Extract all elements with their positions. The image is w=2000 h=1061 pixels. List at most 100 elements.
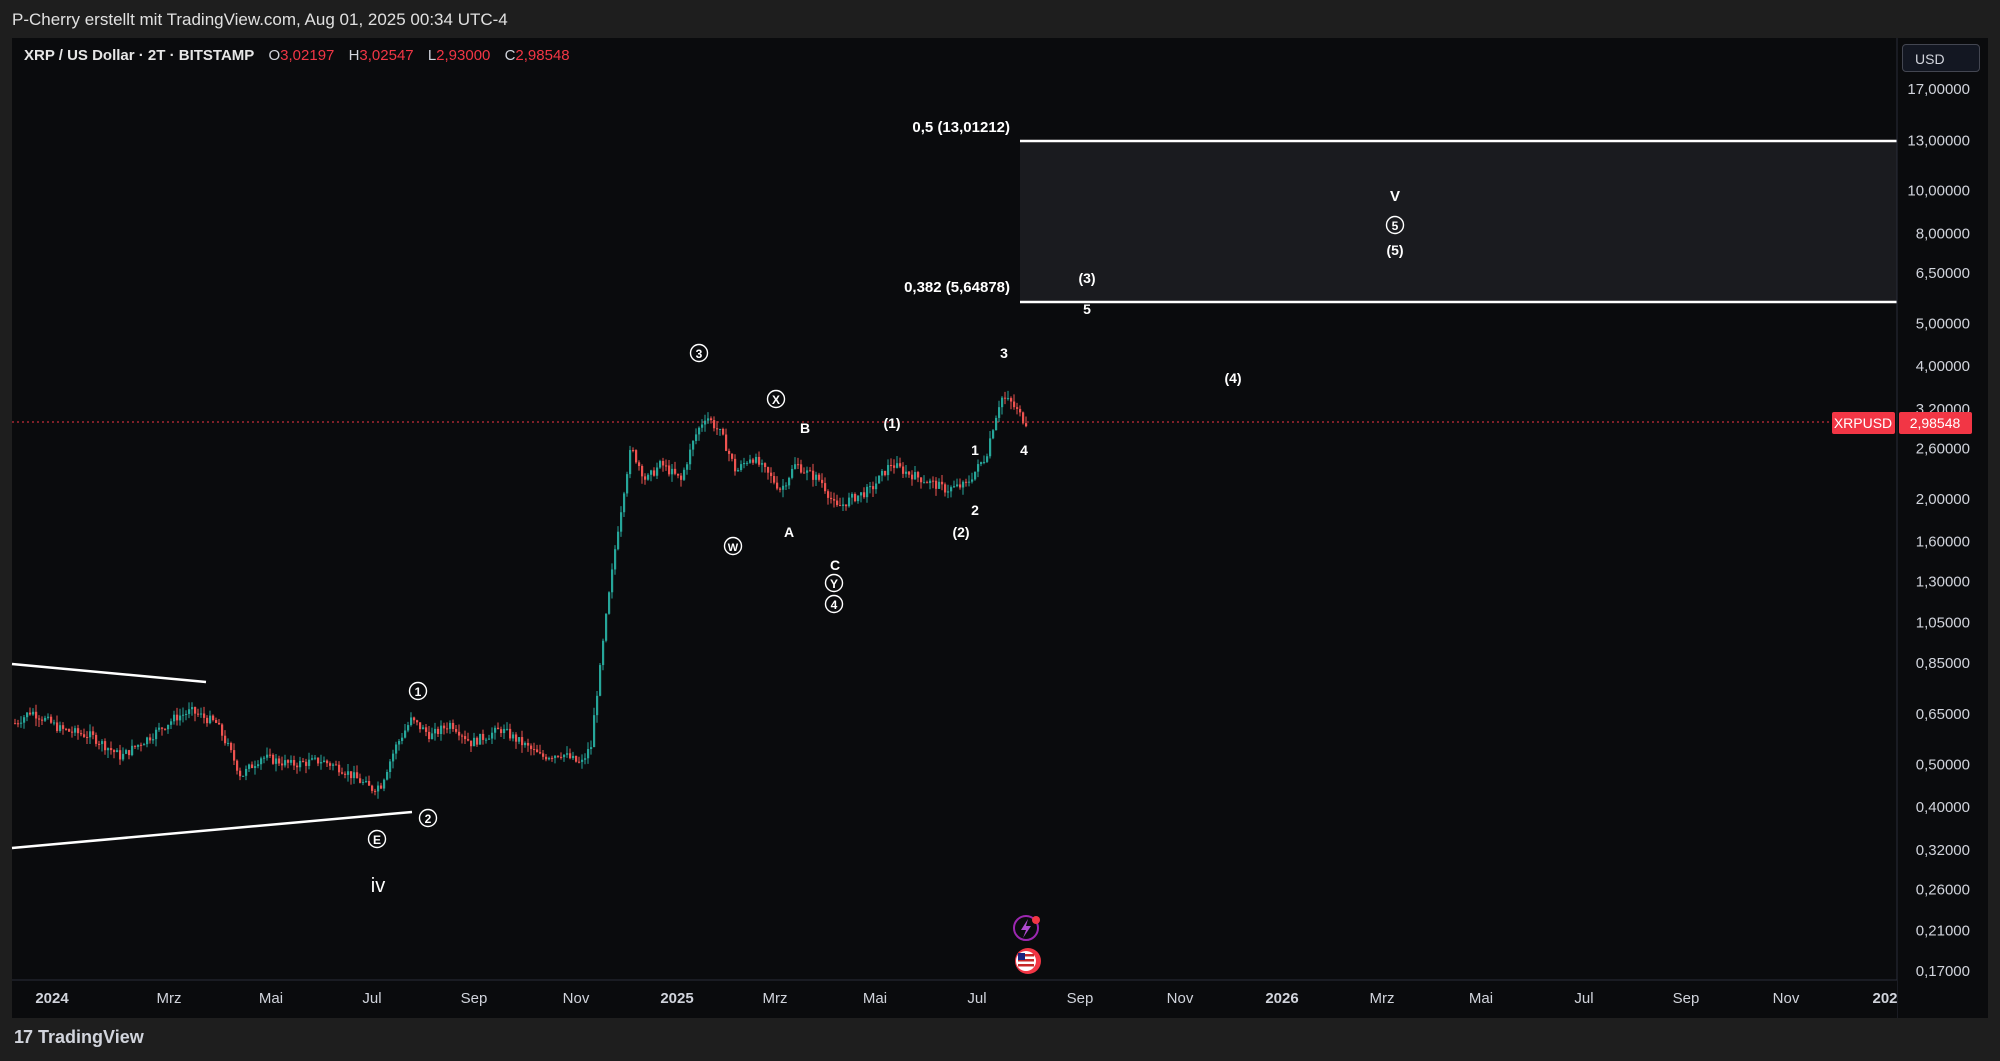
time-tick-label: Mrz (763, 990, 788, 1007)
symbol-price-tag[interactable]: XRPUSD (1832, 412, 1895, 434)
price-tick-label: 1,30000 (1916, 573, 1970, 590)
candle-body (269, 754, 272, 756)
candle-body (152, 739, 155, 741)
candle-body (515, 734, 518, 742)
wave-label-E[interactable]: E (367, 829, 387, 849)
candle-body (491, 732, 494, 739)
candle-body (584, 758, 587, 760)
candle-body (305, 761, 308, 766)
candle-body (770, 472, 773, 477)
event-flash-icon[interactable] (1013, 915, 1040, 941)
price-tick-label: 1,60000 (1916, 534, 1970, 551)
candle-body (596, 695, 599, 716)
candle-body (218, 722, 221, 725)
high-value: 3,02547 (359, 47, 414, 64)
current-price-tag[interactable]: 2,98548 (1899, 412, 1972, 434)
symbol-legend[interactable]: XRP / US Dollar · 2T · BITSTAMP O3,02197… (24, 47, 570, 64)
candle-body (872, 486, 875, 490)
candle-body (737, 470, 740, 472)
candle-body (749, 459, 752, 463)
candle-body (110, 748, 113, 751)
candle-body (275, 758, 278, 764)
candle-body (527, 742, 530, 746)
candle-body (731, 453, 734, 459)
wave-label-circled-5[interactable]: 5 (1385, 215, 1405, 235)
candle-body (893, 465, 896, 468)
candle-body (449, 722, 452, 729)
candle-body (395, 744, 398, 754)
candle-body (365, 781, 368, 783)
tradingview-brand[interactable]: 17 TradingView (14, 1027, 144, 1048)
candle-body (539, 752, 542, 754)
candle-body (470, 740, 473, 747)
candle-body (896, 463, 899, 468)
candle-body (428, 731, 431, 739)
candle-body (371, 785, 374, 791)
candle-body (818, 474, 821, 480)
candle-body (416, 720, 419, 723)
candle-body (623, 493, 626, 513)
trendline-lower[interactable] (11, 810, 413, 850)
candle-body (497, 727, 500, 730)
candle-body (677, 473, 680, 476)
price-axis[interactable] (1897, 38, 1988, 1018)
fib-label-0382: 0,382 (5,64878) (904, 279, 1010, 296)
candle-body (503, 728, 506, 734)
svg-text:E: E (373, 833, 381, 847)
candle-body (545, 756, 548, 760)
candle-body (452, 722, 455, 729)
candle-body (755, 456, 758, 463)
candle-body (692, 440, 695, 450)
candle-body (725, 434, 728, 451)
price-tick-label: 0,17000 (1916, 963, 1970, 980)
wave-label-X[interactable]: X (766, 389, 786, 409)
close-label: C (504, 47, 516, 64)
candle-body (620, 512, 623, 532)
candle-body (695, 434, 698, 441)
candle-body (254, 766, 257, 769)
candle-body (647, 474, 650, 480)
candle-body (797, 464, 800, 466)
candle-body (779, 488, 782, 490)
open-label: O (268, 47, 281, 64)
candle-body (89, 731, 92, 738)
svg-text:4: 4 (831, 598, 838, 612)
candle-body (1013, 401, 1016, 408)
fib-zone[interactable] (1020, 141, 1897, 302)
time-axis[interactable] (12, 980, 1897, 1018)
candle-body (56, 722, 59, 731)
candle-body (965, 481, 968, 483)
wave-label-W[interactable]: W (723, 536, 743, 556)
wave-label-circled-4[interactable]: 4 (824, 594, 844, 614)
candle-body (485, 739, 488, 741)
candle-body (869, 486, 872, 488)
candle-body (401, 737, 404, 741)
symbol-name[interactable]: XRP / US Dollar · 2T · BITSTAMP (24, 47, 255, 64)
trendline-upper[interactable] (11, 662, 207, 684)
svg-text:W: W (728, 542, 739, 554)
wave-label-Y[interactable]: Y (824, 573, 844, 593)
wave-label-circled-1[interactable]: 1 (408, 681, 428, 701)
candle-body (413, 717, 416, 721)
candle-body (977, 464, 980, 472)
currency-selector-button[interactable]: USD (1902, 44, 1980, 72)
candle-body (701, 424, 704, 428)
candle-body (878, 475, 881, 484)
candle-body (947, 491, 950, 493)
wave-label-circled-2[interactable]: 2 (418, 808, 438, 828)
price-tick-label: 2,00000 (1916, 491, 1970, 508)
candle-body (578, 761, 581, 763)
candle-body (227, 742, 230, 744)
wave-label-circled-3[interactable]: 3 (689, 343, 709, 363)
candle-body (245, 768, 248, 776)
candle-body (488, 738, 491, 740)
time-tick-label: Jul (362, 990, 381, 1007)
time-tick-label: Mrz (1370, 990, 1395, 1007)
event-us-flag-icon[interactable] (1015, 948, 1041, 974)
candle-body (404, 730, 407, 738)
candle-body (410, 717, 413, 726)
candle-body (266, 754, 269, 758)
candle-body (542, 753, 545, 757)
candle-body (569, 753, 572, 759)
